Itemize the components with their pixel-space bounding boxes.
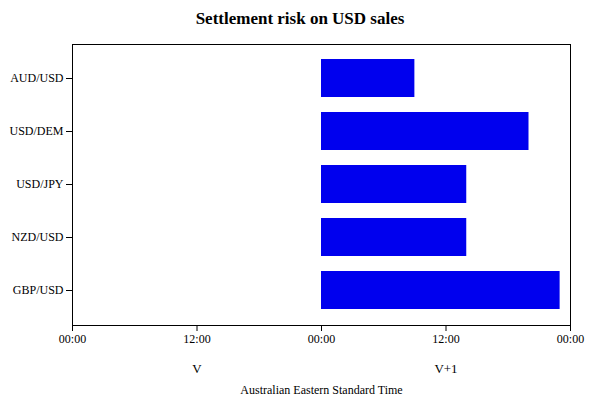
svg-text:GBP/USD: GBP/USD — [13, 283, 64, 297]
svg-text:12:00: 12:00 — [432, 332, 459, 346]
svg-text:12:00: 12:00 — [183, 332, 210, 346]
html-text:Settlement risk on USD sales: Settlement risk on USD sales — [195, 9, 405, 28]
svg-text:00:00: 00:00 — [59, 332, 86, 346]
svg-text:V: V — [192, 361, 202, 376]
svg-text:Australian Eastern Standard Ti: Australian Eastern Standard Time — [240, 383, 402, 397]
svg-text:USD/JPY: USD/JPY — [16, 177, 64, 191]
svg-text:USD/DEM: USD/DEM — [9, 124, 63, 138]
svg-text:00:00: 00:00 — [308, 332, 335, 346]
svg-text:00:00: 00:00 — [557, 332, 584, 346]
svg-text:V+1: V+1 — [434, 361, 457, 376]
svg-text:AUD/USD: AUD/USD — [10, 71, 64, 85]
svg-text:NZD/USD: NZD/USD — [11, 230, 63, 244]
